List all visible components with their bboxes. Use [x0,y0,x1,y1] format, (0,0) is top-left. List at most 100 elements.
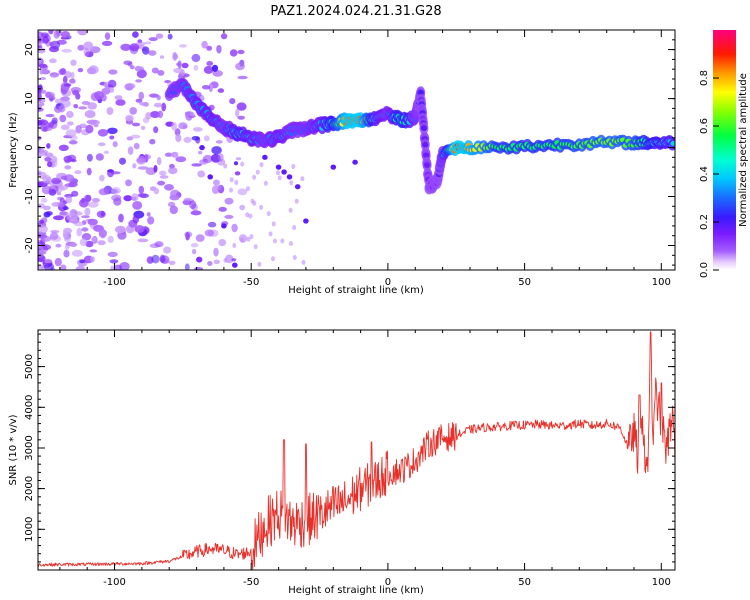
noise-blob [137,166,149,170]
noise-blob [132,31,139,38]
noise-blob [41,185,52,195]
ridge-dot [281,169,287,175]
noise-blob [213,179,220,186]
noise-blob [63,249,70,258]
noise-blob [159,254,166,263]
noise-blob [67,121,74,126]
noise-blob [173,53,179,60]
noise-blob [151,254,160,264]
noise-blob [237,75,248,80]
ridge-core [423,152,430,159]
noise-blob [60,99,71,108]
noise-blob [58,68,66,76]
y-tick-label: 2000 [24,476,35,501]
noise-blob [68,181,78,188]
noise-blob [64,165,72,170]
noise-blob [81,215,90,219]
noise-blob [66,110,74,119]
noise-blob [159,170,167,176]
noise-blob [60,175,68,181]
noise-blob [248,213,253,219]
noise-blob [68,140,78,145]
noise-blob [292,225,297,230]
noise-blob [231,223,238,233]
noise-blob [69,78,76,84]
noise-blob [237,188,248,196]
noise-blob [66,212,78,222]
noise-blob [138,185,145,194]
noise-blob [164,184,174,191]
noise-blob [104,32,111,40]
noise-blob [235,157,242,161]
noise-blob [59,185,68,191]
noise-blob [64,71,72,79]
noise-blob [169,205,178,215]
noise-blob [131,193,139,202]
noise-blob [109,259,119,264]
noise-blob [190,242,199,248]
noise-blob [133,142,140,150]
noise-blob [288,207,293,213]
noise-blob [50,230,60,234]
noise-blob [56,191,62,196]
noise-blob [64,244,70,250]
noise-blob [175,133,182,143]
noise-blob [263,180,268,186]
noise-blob [179,44,187,48]
noise-blob [132,163,137,169]
noise-blob [39,219,44,224]
snr-x-axis-label: Height of straight line (km) [288,585,424,596]
noise-blob [232,243,237,248]
noise-blob [148,37,158,42]
noise-blob [167,33,173,40]
noise-blob [217,88,225,93]
noise-blob [65,129,77,138]
noise-blob [130,134,141,139]
ridge-dot [303,218,309,224]
noise-blob [171,151,179,158]
noise-blob [235,108,240,118]
noise-blob [207,261,213,266]
noise-blob [266,211,271,217]
spectrogram-x-axis-label: Height of straight line (km) [288,285,424,296]
noise-blob [289,180,294,186]
spectrogram-y-axis-label: Frequency (Hz) [8,112,19,188]
noise-blob [107,235,114,243]
noise-blob [268,231,273,237]
noise-blob [83,47,90,57]
noise-blob [78,106,87,110]
noise-blob [86,153,93,162]
noise-blob [44,156,52,162]
noise-blob [112,141,118,148]
noise-blob [204,229,214,237]
noise-blob [161,102,167,112]
noise-blob [136,158,145,163]
noise-blob [79,198,89,208]
noise-blob [182,125,188,129]
noise-blob [198,150,203,155]
noise-blob [189,111,195,117]
noise-blob [99,174,105,182]
noise-blob [127,146,134,155]
noise-blob [206,61,214,66]
noise-blob [59,211,69,216]
noise-blob [87,201,99,208]
noise-blob [191,53,201,63]
noise-blob [72,89,80,96]
noise-blob [90,256,95,263]
noise-blob [42,205,51,211]
y-tick-label: 3000 [24,435,35,460]
noise-blob [201,40,208,49]
noise-blob [38,119,49,126]
noise-blob [183,197,192,202]
ridge-core [420,125,428,132]
noise-blob [98,229,107,238]
x-tick-label: 0 [385,577,391,588]
noise-blob [38,154,43,158]
noise-blob [208,83,213,93]
noise-blob [97,129,109,137]
noise-blob [199,159,209,165]
noise-blob [156,157,162,166]
noise-blob [191,163,203,167]
noise-blob [92,197,100,203]
